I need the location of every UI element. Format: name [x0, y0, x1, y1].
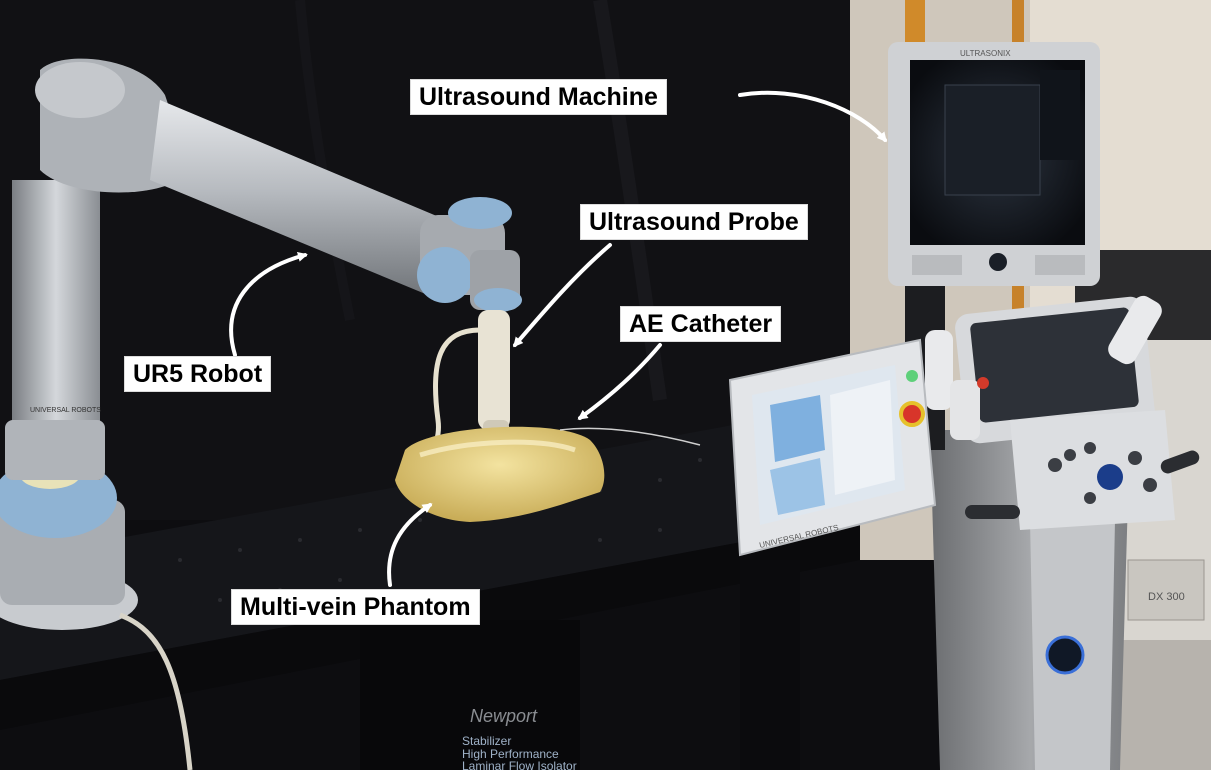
- arrow-ultrasound-probe: [513, 243, 612, 348]
- ultrasound-machine: ULTRASONIX: [888, 42, 1200, 770]
- annotation-arrows: [229, 90, 887, 587]
- keyboard-deck: [1010, 410, 1175, 530]
- arrow-ur5-robot: [229, 252, 308, 357]
- table-leg: [740, 560, 800, 770]
- table-product-line-1: Stabilizer: [462, 734, 511, 748]
- ur5-robot: UNIVERSAL ROBOTS: [0, 58, 522, 630]
- curtain-fold: [295, 0, 355, 321]
- gel-bottle: [925, 330, 953, 410]
- trackball: [1097, 464, 1123, 490]
- table-product-line-2: High Performance: [462, 747, 559, 761]
- curtain-fold: [593, 0, 667, 401]
- ae-catheter-wire: [559, 427, 701, 446]
- side-unit-text: DX 300: [1148, 591, 1185, 603]
- optical-table-top: [0, 420, 860, 680]
- ultrasound-probe-label: Ultrasound Probe: [580, 204, 808, 240]
- teach-pendant: UNIVERSAL ROBOTS: [728, 338, 937, 557]
- robot-wrist-cap: [417, 247, 473, 303]
- table-leg: [360, 620, 580, 770]
- side-equipment-panel: [1127, 559, 1205, 621]
- robot-base-brand: UNIVERSAL ROBOTS: [30, 407, 101, 414]
- robot-cable: [119, 612, 193, 770]
- robot-upper-link: [150, 100, 470, 300]
- ultrasound-machine-label: Ultrasound Machine: [410, 79, 667, 115]
- cart-logo: [1045, 635, 1085, 675]
- ur5-robot-label: UR5 Robot: [124, 356, 272, 392]
- arrow-ultrasound-machine: [738, 90, 887, 143]
- robot-elbow-cap: [448, 197, 512, 229]
- table-product-line-3: Laminar Flow Isolator: [462, 759, 577, 770]
- table-brand: Newport: [470, 706, 538, 726]
- emergency-stop: [899, 401, 925, 427]
- arrow-ae-catheter: [577, 343, 662, 420]
- multi-vein-phantom-label: Multi-vein Phantom: [231, 589, 480, 625]
- monitor-brand: ULTRASONIX: [960, 49, 1011, 58]
- ae-catheter-label: AE Catheter: [620, 306, 782, 342]
- arrow-phantom: [387, 503, 433, 587]
- phantom-highlight: [419, 439, 576, 458]
